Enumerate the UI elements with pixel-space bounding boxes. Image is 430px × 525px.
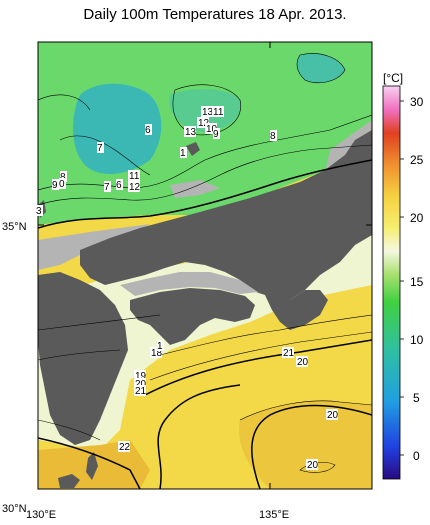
svg-text:21: 21 [283,348,295,359]
svg-text:19: 19 [135,371,147,382]
contour-label: 3 [36,205,43,217]
svg-text:12: 12 [198,118,210,129]
contour-label: 6 [145,124,152,136]
contour-label: 18 [150,347,163,359]
contour-label: 1 [157,340,164,352]
svg-text:8: 8 [60,172,66,183]
contour-label: 21 [282,347,295,359]
svg-text:7: 7 [104,182,110,193]
contour-label: 10 [205,123,218,135]
svg-text:22: 22 [119,442,131,453]
lon-label-130: 130°E [26,509,56,521]
contour-label: 21 [134,385,147,397]
contour-label: 6 [116,179,123,191]
colorbar: [°C] 30 25 20 15 10 5 0 [382,71,424,480]
svg-text:6: 6 [116,180,122,191]
land-honshu [80,130,372,305]
contour-label: 9 [213,128,220,140]
svg-text:9: 9 [52,180,58,191]
sea-hot-core [239,400,372,489]
colorbar-tick: 20 [410,211,424,225]
map-frame [37,41,373,490]
svg-text:3: 3 [36,206,42,217]
lat-label-30: 30°N [2,503,27,515]
land-tanegashima [86,452,98,480]
svg-text:9: 9 [213,129,219,140]
colorbar-tick: 10 [410,333,424,347]
seto-inland-sea [120,272,258,296]
colorbar-scale [382,85,401,480]
svg-text:20: 20 [307,460,319,471]
contour-label: 22 [118,441,131,453]
contour-label: 0 [59,178,66,190]
lon-label-135: 135°E [259,509,289,521]
svg-text:11: 11 [129,171,140,182]
contour-label: 1 [180,147,187,159]
contour-label: 8 [270,130,277,142]
svg-text:13: 13 [185,127,197,138]
colorbar-tick: 30 [410,95,424,109]
contour-label: 9 [52,179,59,191]
land-oki [186,142,200,156]
land-shikoku [130,288,255,345]
graticule-ticks [37,42,372,490]
colorbar-unit: [°C] [383,71,403,85]
contour-label: 20 [306,459,319,471]
contour-value-labels: 13 11 12 10 9 8 6 13 7 1 11 7 6 12 8 9 0… [36,106,339,471]
svg-text:6: 6 [145,125,151,136]
svg-text:11: 11 [213,107,224,118]
contour-label: 20 [134,378,147,390]
svg-text:10: 10 [206,124,218,135]
contour-label: 13 [201,106,214,118]
contour-label: 20 [296,356,309,368]
contour-label: 11 [212,106,224,118]
svg-text:20: 20 [327,410,339,421]
svg-text:18: 18 [151,348,163,359]
land-kii [265,290,328,330]
sea-cold-region [73,83,162,175]
svg-text:0: 0 [59,179,65,190]
colorbar-tick: 0 [413,449,420,463]
svg-text:7: 7 [97,143,103,154]
colorbar-tick: 15 [410,275,424,289]
no-data-area-3 [170,180,220,198]
svg-text:1: 1 [180,148,186,159]
contour-label: 7 [104,181,111,193]
land-kyushu [38,272,128,445]
contour-label: 20 [326,409,339,421]
contour-label: 13 [184,126,197,138]
map-title: Daily 100m Temperatures 18 Apr. 2013. [83,6,347,23]
svg-text:21: 21 [135,386,147,397]
contour-label: 8 [60,171,67,183]
svg-text:20: 20 [297,357,309,368]
svg-text:13: 13 [202,107,214,118]
contour-label: 12 [197,117,210,129]
contour-label: 7 [97,142,104,154]
svg-text:8: 8 [270,131,276,142]
contour-label: 11 [128,170,140,182]
colorbar-tick: 5 [413,391,420,405]
sea-cold-region-3 [297,53,345,83]
contour-label: 12 [128,181,141,193]
contour-label: 19 [134,370,147,382]
contour-lines [38,53,372,473]
colorbar-tick: 25 [410,153,424,167]
svg-text:12: 12 [129,182,141,193]
svg-text:1: 1 [157,341,163,352]
land-yakushima [58,474,80,488]
lat-label-35: 35°N [2,221,27,233]
svg-text:20: 20 [135,379,147,390]
